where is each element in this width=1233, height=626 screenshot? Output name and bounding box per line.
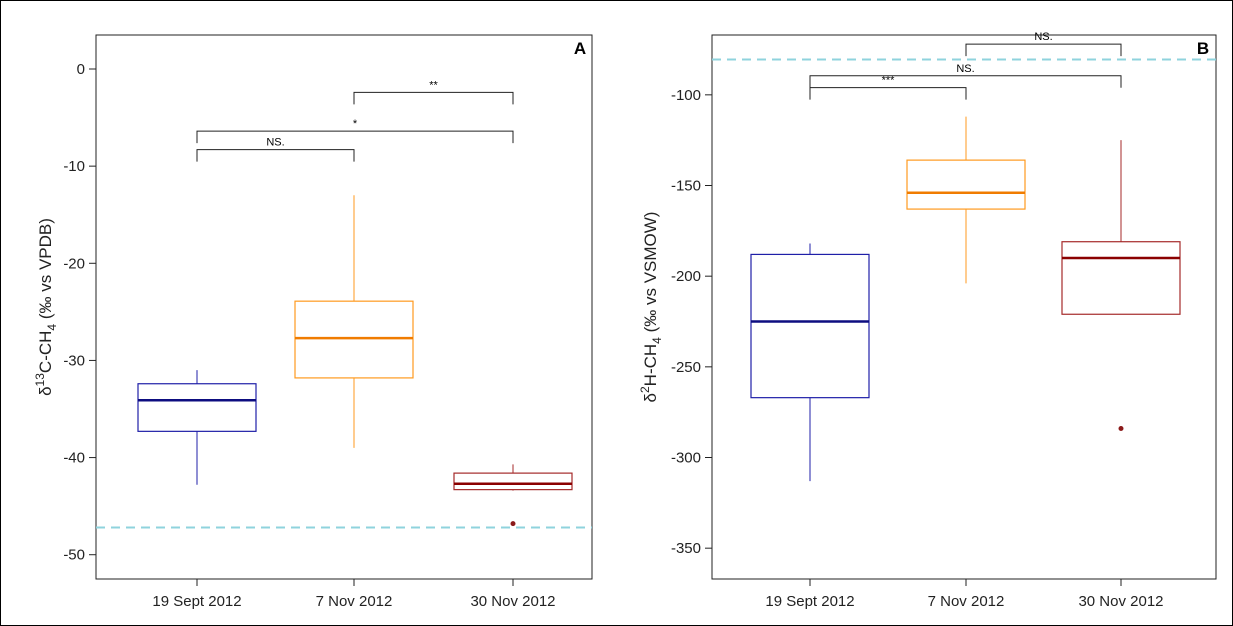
panel-b: B -100 -150 -200 -250 -300 -350 19 Sept 2012 7 N…	[638, 31, 1217, 610]
bracket-line	[353, 91, 514, 105]
significance-bracket: NS.	[965, 31, 1122, 57]
box-iqr	[750, 253, 870, 399]
y-tick-label: -350	[671, 540, 701, 557]
significance-label: **	[429, 79, 438, 91]
y-tick-label: -40	[63, 450, 85, 467]
significance-bracket: *	[196, 118, 514, 144]
x-tick-label: 30 Nov 2012	[1078, 593, 1163, 610]
box-3	[453, 464, 573, 527]
y-axis-label: δ13C-CH4 (‰ vs VPDB)	[33, 218, 59, 396]
bracket-line	[965, 43, 1122, 57]
significance-label: NS.	[1034, 31, 1052, 43]
y-tick-label: -20	[63, 255, 85, 272]
x-tick-label: 19 Sept 2012	[152, 593, 241, 610]
box-iqr	[906, 159, 1026, 210]
y-tick-label: -30	[63, 352, 85, 369]
significance-bracket: ***	[809, 75, 967, 100]
panel-a: A 0 -10 -20 -30 -40 -50 19 Sept 2012 7 Nov 2012 3…	[33, 34, 593, 610]
y-tick-label: -10	[63, 158, 85, 175]
significance-label: NS.	[956, 63, 974, 75]
y-tick-label: -250	[671, 359, 701, 376]
bracket-line	[196, 130, 514, 144]
bracket-line	[809, 75, 1122, 88]
x-tick-label: 30 Nov 2012	[470, 593, 555, 610]
y-tick-label: -50	[63, 547, 85, 564]
box-1	[137, 370, 257, 485]
box-3	[1061, 140, 1181, 431]
y-tick-label: -200	[671, 268, 701, 285]
outlier-point	[510, 521, 516, 527]
x-tick-label: 7 Nov 2012	[928, 593, 1005, 610]
box-iqr	[453, 472, 573, 491]
significance-bracket: NS.	[809, 63, 1122, 88]
significance-bracket: NS.	[196, 137, 355, 162]
y-tick-label: -100	[671, 87, 701, 104]
box-2	[906, 116, 1026, 284]
y-tick-label: -300	[671, 450, 701, 467]
y-tick-label: 0	[77, 61, 85, 78]
panel-letter: A	[574, 39, 586, 58]
box-iqr	[294, 300, 414, 379]
box-iqr	[1061, 241, 1181, 315]
x-tick-label: 19 Sept 2012	[765, 593, 854, 610]
plot-frame	[711, 34, 1217, 580]
box-iqr	[137, 383, 257, 432]
significance-label: NS.	[266, 137, 284, 149]
significance-bracket: **	[353, 79, 514, 105]
significance-label: ***	[882, 75, 896, 87]
box-1	[750, 243, 870, 482]
bracket-line	[809, 87, 967, 100]
bracket-line	[196, 149, 355, 162]
panel-letter: B	[1197, 39, 1209, 58]
x-tick-label: 7 Nov 2012	[316, 593, 393, 610]
box-2	[294, 195, 414, 448]
plot-frame	[95, 34, 593, 580]
y-tick-label: -150	[671, 178, 701, 195]
y-axis-label: δ2H-CH4 (‰ vs VSMOW)	[638, 212, 664, 403]
significance-label: *	[353, 118, 358, 130]
outlier-point	[1118, 425, 1124, 431]
